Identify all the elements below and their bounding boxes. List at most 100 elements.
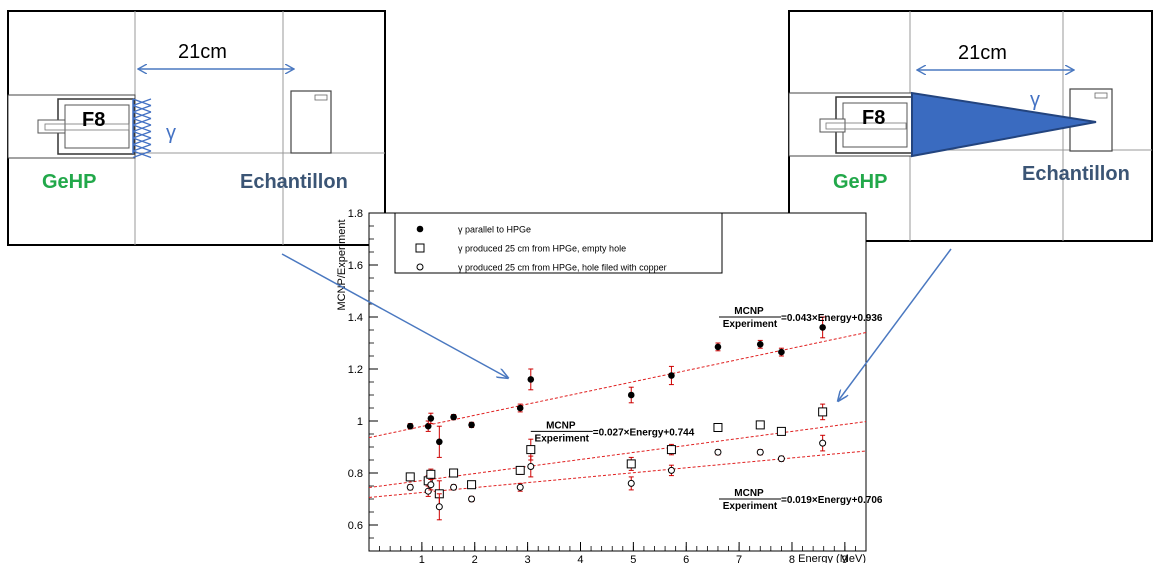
fit-label: MCNP Experiment=0.019×Energy+0.706 [719,488,883,512]
hatch-line [132,111,152,120]
sample-name: Echantillon [1022,163,1130,185]
y-tick-label: 1.8 [348,208,363,220]
x-tick-label: 1 [419,554,425,563]
fit-labels: MCNPExperiment=0.043×Energy+0.936MCNPExp… [530,306,883,512]
data-point [406,483,414,491]
data-point [627,391,635,399]
data-point [449,468,459,478]
y-tick-label: 0.6 [348,520,363,532]
data-point [819,439,827,447]
legend-label: γ produced 25 cm from HPGe, empty hole [458,244,626,254]
legend-label: γ parallel to HPGe [458,225,531,235]
x-tick-label: 8 [789,554,795,563]
data-point [435,503,443,511]
data-point [755,420,765,430]
fit-label-numerator: MCNP [734,306,764,317]
data-point [427,415,435,422]
x-tick-label: 3 [525,554,531,563]
hatch-line [132,98,152,107]
data-point [416,263,424,271]
detector-stem-inner [44,123,130,131]
data-point [427,481,435,489]
legend-box [394,212,723,274]
x-tick-label: 7 [736,554,742,563]
legend-entry: γ parallel to HPGe [416,225,531,235]
data-point [450,483,458,491]
data-point [714,343,722,351]
fit-label-equation: =0.019×Energy+0.706 [781,495,883,506]
fit-label: MCNP Experiment=0.027×Energy+0.744 [530,420,695,444]
data-point [416,225,424,233]
detector-name: GeHP [42,171,96,193]
data-point [426,469,436,479]
y-tick-label: 1.4 [348,312,363,324]
legend-label: γ produced 25 cm from HPGe, hole filed w… [458,263,667,273]
data-point [526,445,536,455]
legend-entry: γ produced 25 cm from HPGe, empty hole [415,243,626,254]
sample-cap [1094,92,1108,99]
x-tick-label: 4 [577,554,583,563]
data-point [424,422,432,430]
x-tick-label: 6 [683,554,689,563]
chart: 0.6 0.8 1 1.2 1.4 1.6 1.8 1 2 3 4 5 6 7 8 9 MCNP/Exper… [336,208,883,563]
data-point [777,455,785,463]
detector-name: GeHP [833,171,887,193]
data-point [626,459,636,469]
data-point [527,463,535,470]
detector-label: F8 [862,107,885,129]
legend: γ parallel to HPGe γ produced 25 cm from … [394,212,723,274]
fit-label-denominator: Experiment [723,501,778,512]
gamma-cone [911,91,1097,158]
y-axis-label: MCNP/Experiment [336,219,348,310]
data-point [668,372,675,379]
x-axis: 1 2 3 4 5 6 7 8 9 [379,542,867,563]
detector-crystal [64,104,130,149]
data-point [776,426,786,436]
gamma-source-hatch [132,98,152,159]
data-point [468,421,475,429]
x-tick-label: 9 [842,554,848,563]
data-point [467,480,477,490]
data-point [756,448,764,456]
data-point [756,341,764,348]
data-point [778,348,785,356]
legend-entry: γ produced 25 cm from HPGe, hole filed w… [416,263,667,273]
detector-stem [37,119,66,134]
data-point [516,404,524,412]
data-point [405,472,415,482]
hatch-line [132,124,152,133]
data-point [527,376,535,383]
fit-label-numerator: MCNP [546,420,576,431]
data-point [468,495,476,503]
x-tick-label: 5 [630,554,636,563]
gamma-label: γ [166,122,176,144]
distance-label: 21cm [958,42,1007,64]
data-point [424,487,432,495]
detector-stem-inner [825,122,907,130]
fit-label-equation: =0.043×Energy+0.936 [781,313,883,324]
data-point [667,466,675,474]
x-axis-label: Energy (MeV) [798,553,866,563]
hatch-line [132,143,152,152]
data-point [406,422,414,430]
data-point [819,324,826,331]
data-point [515,465,525,475]
data-point [714,448,722,456]
data-point [818,407,828,417]
data-points [405,316,828,521]
data-point [627,479,635,487]
x-tick-label: 2 [472,554,478,563]
y-tick-label: 1.6 [348,260,363,272]
detector-stem [819,118,846,133]
data-point [450,413,457,421]
gamma-label: γ [1030,89,1040,111]
hatch-line [132,104,152,113]
fit-label-numerator: MCNP [734,488,764,499]
y-tick-label: 1 [357,416,363,428]
diagram-left: F8 γ 21cm GeHP Echantillon [7,10,386,246]
pointer-arrow-left [281,253,508,378]
fit-label-denominator: Experiment [723,319,778,330]
hatch-line [132,117,152,126]
fit-label-equation: =0.027×Energy+0.744 [593,427,695,438]
